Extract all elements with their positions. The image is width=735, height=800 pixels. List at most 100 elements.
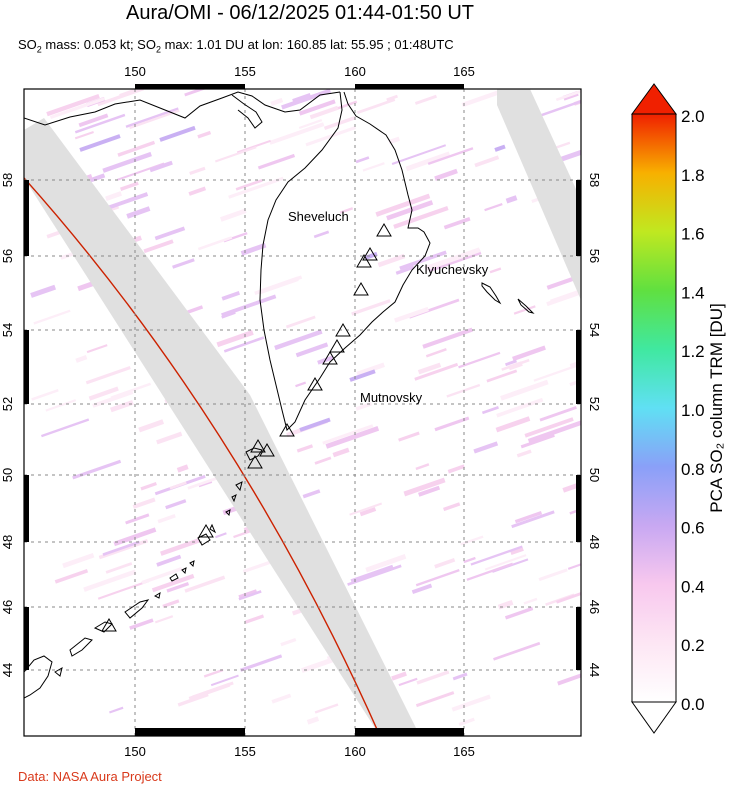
colorbar-tick-label: 0.8 [681, 460, 705, 479]
so2-streak [460, 535, 484, 546]
volcano-label-mutnovsky: Mutnovsky [360, 390, 423, 405]
so2-streak [298, 119, 323, 130]
so2-streak [516, 449, 532, 458]
so2-streak [295, 342, 329, 358]
lat-tick-left: 52 [0, 397, 15, 411]
colorbar-tick-label: 0.2 [681, 636, 705, 655]
lat-tick-right: 56 [587, 249, 602, 263]
data-credit: Data: NASA Aura Project [18, 769, 162, 784]
so2-streak [332, 447, 350, 458]
lon-tick-top: 150 [124, 64, 146, 79]
so2-streak [169, 481, 187, 490]
so2-streak [105, 191, 122, 202]
so2-streak [395, 265, 415, 275]
so2-streak [285, 315, 316, 329]
lat-tick-right: 52 [587, 397, 602, 411]
so2-streak [314, 456, 332, 465]
so2-streak [537, 99, 581, 118]
so2-streak [172, 258, 195, 269]
so2-streak [235, 179, 263, 191]
so2-streak [221, 311, 236, 319]
so2-streak [511, 510, 555, 529]
so2-streak [197, 130, 212, 139]
so2-streak [240, 242, 267, 256]
so2-streak [567, 563, 581, 570]
so2-streak [484, 554, 527, 571]
so2-streak [493, 641, 541, 661]
colorbar-tick-label: 1.8 [681, 166, 705, 185]
so2-streak [524, 417, 574, 438]
so2-streak [102, 151, 152, 173]
so2-streak [473, 441, 499, 454]
so2-streak [350, 564, 394, 585]
so2-streak [269, 122, 325, 145]
so2-streak [339, 207, 354, 214]
so2-streak [458, 717, 475, 727]
so2-streak [88, 386, 119, 401]
so2-streak [41, 418, 90, 438]
lat-tick-left: 50 [0, 468, 15, 482]
colorbar-min-arrow [631, 701, 677, 734]
so2-streak [188, 681, 234, 700]
lon-tick-top: 160 [344, 64, 366, 79]
so2-streak [538, 568, 568, 582]
so2-streak [54, 568, 89, 584]
so2-streak [446, 383, 481, 398]
so2-streak [414, 94, 437, 105]
volcano-marker [279, 423, 295, 437]
so2-streak [236, 139, 271, 154]
so2-streak [520, 433, 555, 449]
so2-streak [527, 420, 581, 444]
so2-streak [452, 672, 468, 681]
so2-streak [375, 193, 431, 217]
so2-streak [45, 399, 77, 412]
so2-streak [355, 156, 370, 164]
colorbar-tick-label: 1.6 [681, 225, 705, 244]
so2-streak [109, 706, 124, 714]
so2-streak [556, 592, 581, 604]
lon-tick-bottom: 165 [453, 744, 475, 759]
so2-streak [386, 200, 434, 221]
so2-streak [434, 558, 456, 569]
so2-streaks [30, 89, 581, 727]
lon-tick-bottom: 160 [344, 744, 366, 759]
so2-streak [305, 125, 357, 147]
so2-streak [154, 615, 174, 624]
so2-streak [391, 144, 447, 165]
so2-streak [425, 347, 447, 358]
so2-streak [280, 637, 297, 647]
so2-streak [349, 502, 383, 516]
so2-streak [244, 614, 265, 624]
so2-streak [388, 136, 400, 145]
volcano-label-klyuchevsky: Klyuchevsky [416, 262, 489, 277]
so2-streak [165, 499, 187, 510]
lat-tick-right: 50 [587, 468, 602, 482]
so2-streak [221, 294, 277, 317]
so2-streak [129, 618, 154, 630]
so2-streak [314, 703, 339, 714]
so2-streak [156, 554, 182, 567]
so2-streak [274, 329, 323, 351]
volcano-marker [250, 439, 266, 453]
so2-streak [415, 568, 460, 587]
so2-streak [49, 97, 106, 119]
so2-streak [210, 674, 239, 687]
volcano-marker [198, 524, 214, 538]
volcano-marker [353, 282, 369, 296]
so2-streak [221, 290, 241, 301]
so2-streak [447, 464, 465, 474]
colorbar-tick-label: 0.6 [681, 519, 705, 538]
volcano-label-sheveluch: Sheveluch [288, 209, 349, 224]
so2-streak [239, 654, 283, 672]
so2-streak [74, 113, 126, 134]
so2-streak [512, 345, 546, 362]
volcano-marker [247, 455, 263, 469]
lat-tick-left: 54 [0, 323, 15, 337]
so2-streak [270, 97, 284, 106]
so2-streak [313, 230, 330, 239]
so2-streak [79, 134, 121, 152]
so2-streak [75, 355, 88, 363]
so2-streak [149, 160, 173, 173]
so2-streak [386, 94, 398, 102]
